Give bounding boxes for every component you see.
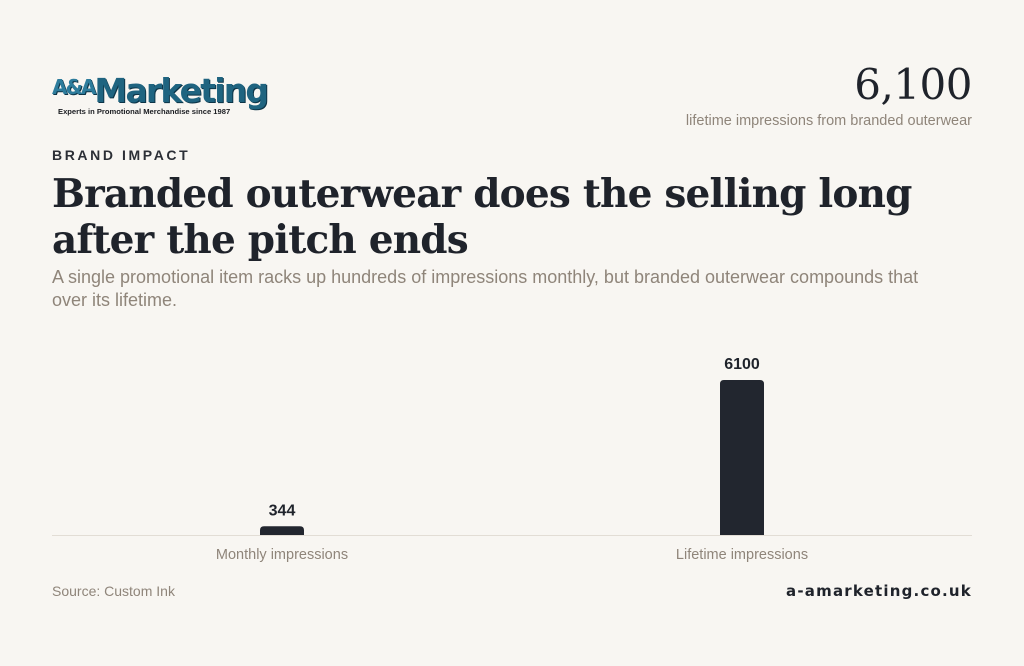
headline-stat-caption: lifetime impressions from branded outerw… [685,113,972,129]
logo-prefix: A&A [52,75,96,99]
data-label-2: 6100 [724,356,760,373]
page-title: Branded outerwear does the selling long … [52,171,912,263]
eyebrow-label: BRAND IMPACT [52,147,191,163]
bar-1 [260,526,304,535]
category-label-1: Monthly impressions [216,547,348,563]
logo-word: Marketing [94,71,269,110]
headline-stat-value: 6,100 [854,60,972,109]
site-url: a-amarketing.co.uk [786,582,972,600]
logo-tagline: Experts in Promotional Merchandise since… [58,107,231,116]
source-note: Source: Custom Ink [52,583,175,599]
logo-wordmark: A&AMarketing [52,70,269,108]
category-label-2: Lifetime impressions [676,547,808,563]
page-subtitle: A single promotional item racks up hundr… [52,267,919,310]
data-label-1: 344 [269,502,296,519]
brand-logo: A&AMarketing Experts in Promotional Merc… [52,70,269,117]
bar-2 [720,380,764,535]
